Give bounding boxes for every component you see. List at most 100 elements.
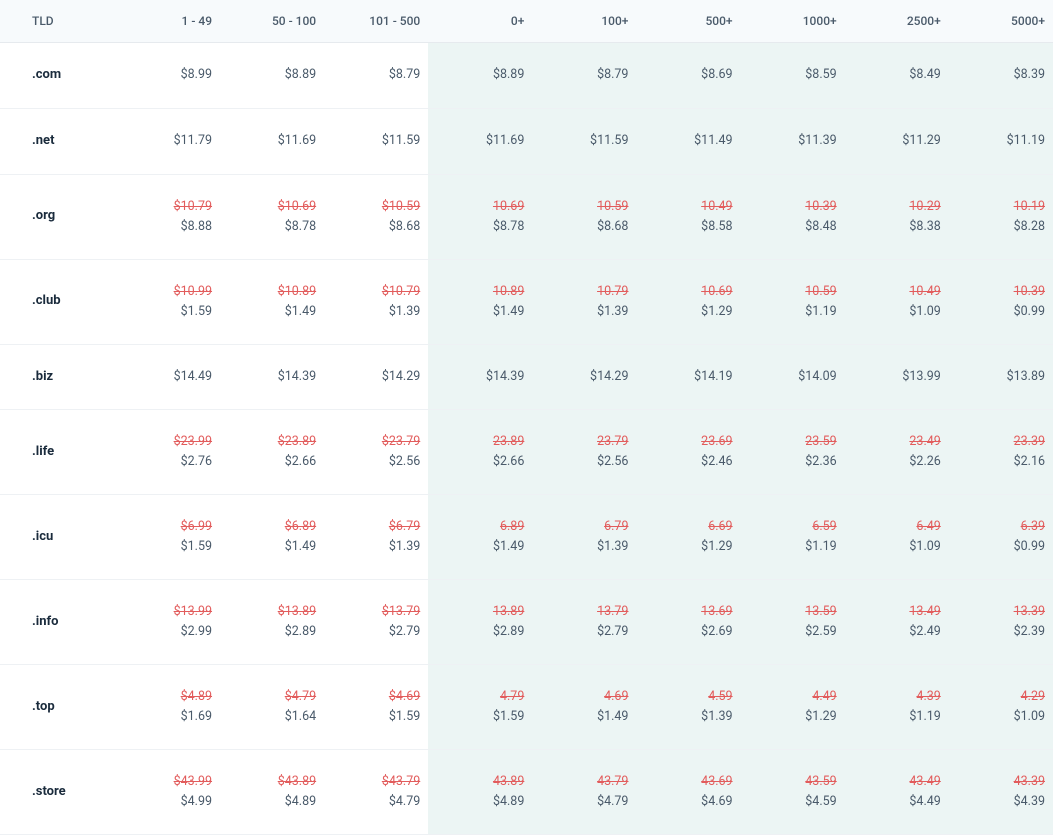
current-price: $2.36 [749, 452, 837, 472]
original-price: 4.39 [853, 687, 941, 707]
current-price: $2.39 [957, 622, 1045, 642]
original-price: $4.89 [124, 687, 212, 707]
original-price: 6.69 [644, 517, 732, 537]
price-cell: $8.89 [220, 43, 324, 109]
price-cell: 6.69$1.29 [636, 495, 740, 580]
current-price: $8.49 [853, 65, 941, 85]
current-price: $4.89 [228, 792, 316, 812]
current-price: $2.26 [853, 452, 941, 472]
original-price: 23.59 [749, 432, 837, 452]
original-price: 23.79 [540, 432, 628, 452]
current-price: $2.79 [540, 622, 628, 642]
current-price: $11.69 [436, 131, 524, 151]
current-price: $14.29 [540, 367, 628, 387]
tld-name: .biz [0, 344, 116, 410]
current-price: $1.09 [853, 537, 941, 557]
price-cell: $11.29 [845, 108, 949, 174]
price-cell: 13.69$2.69 [636, 580, 740, 665]
current-price: $11.39 [749, 131, 837, 151]
original-price: 10.49 [853, 282, 941, 302]
current-price: $1.39 [644, 707, 732, 727]
tld-name: .top [0, 665, 116, 750]
original-price: 10.39 [957, 282, 1045, 302]
current-price: $8.99 [124, 65, 212, 85]
price-cell: 10.69$8.78 [428, 174, 532, 259]
original-price: $10.59 [332, 197, 420, 217]
price-cell: 13.49$2.49 [845, 580, 949, 665]
current-price: $2.56 [540, 452, 628, 472]
current-price: $1.49 [228, 302, 316, 322]
original-price: 4.49 [749, 687, 837, 707]
original-price: $6.79 [332, 517, 420, 537]
current-price: $14.39 [436, 367, 524, 387]
price-cell: $10.99$1.59 [116, 259, 220, 344]
current-price: $4.69 [644, 792, 732, 812]
price-cell: $13.89$2.89 [220, 580, 324, 665]
current-price: $1.39 [332, 302, 420, 322]
current-price: $11.59 [332, 131, 420, 151]
original-price: 43.89 [436, 772, 524, 792]
original-price: $43.79 [332, 772, 420, 792]
current-price: $1.64 [228, 707, 316, 727]
original-price: $43.89 [228, 772, 316, 792]
current-price: $11.79 [124, 131, 212, 151]
current-price: $1.19 [853, 707, 941, 727]
current-price: $4.49 [853, 792, 941, 812]
price-cell: $43.89$4.89 [220, 750, 324, 835]
original-price: $10.79 [124, 197, 212, 217]
original-price: 43.79 [540, 772, 628, 792]
price-cell: $13.99 [845, 344, 949, 410]
current-price: $4.89 [436, 792, 524, 812]
current-price: $2.66 [228, 452, 316, 472]
current-price: $2.89 [436, 622, 524, 642]
price-cell: $8.49 [845, 43, 949, 109]
price-cell: 43.89$4.89 [428, 750, 532, 835]
current-price: $4.99 [124, 792, 212, 812]
price-cell: 43.39$4.39 [949, 750, 1053, 835]
price-cell: $6.99$1.59 [116, 495, 220, 580]
original-price: 10.59 [749, 282, 837, 302]
original-price: 13.89 [436, 602, 524, 622]
price-cell: 43.69$4.69 [636, 750, 740, 835]
current-price: $14.39 [228, 367, 316, 387]
tld-name: .info [0, 580, 116, 665]
original-price: $10.99 [124, 282, 212, 302]
price-cell: $8.59 [741, 43, 845, 109]
price-cell: 43.59$4.59 [741, 750, 845, 835]
original-price: $10.79 [332, 282, 420, 302]
original-price: 6.59 [749, 517, 837, 537]
price-cell: 4.39$1.19 [845, 665, 949, 750]
original-price: 4.79 [436, 687, 524, 707]
current-price: $8.59 [749, 65, 837, 85]
table-row: .club$10.99$1.59$10.89$1.49$10.79$1.3910… [0, 259, 1053, 344]
price-cell: 4.79$1.59 [428, 665, 532, 750]
current-price: $1.29 [644, 537, 732, 557]
current-price: $8.48 [749, 217, 837, 237]
tld-name: .club [0, 259, 116, 344]
current-price: $8.78 [228, 217, 316, 237]
current-price: $11.49 [644, 131, 732, 151]
current-price: $2.66 [436, 452, 524, 472]
current-price: $8.79 [540, 65, 628, 85]
tld-name: .life [0, 410, 116, 495]
price-cell: $10.89$1.49 [220, 259, 324, 344]
current-price: $11.59 [540, 131, 628, 151]
original-price: 10.19 [957, 197, 1045, 217]
price-cell: 23.59$2.36 [741, 410, 845, 495]
price-cell: 4.29$1.09 [949, 665, 1053, 750]
col-header-tier: 101 - 500 [324, 0, 428, 43]
original-price: $13.79 [332, 602, 420, 622]
current-price: $1.59 [124, 302, 212, 322]
price-cell: $11.69 [220, 108, 324, 174]
current-price: $1.09 [853, 302, 941, 322]
current-price: $1.29 [749, 707, 837, 727]
original-price: 6.89 [436, 517, 524, 537]
table-row: .net$11.79$11.69$11.59$11.69$11.59$11.49… [0, 108, 1053, 174]
price-cell: 10.19$8.28 [949, 174, 1053, 259]
original-price: 43.69 [644, 772, 732, 792]
price-cell: 10.59$1.19 [741, 259, 845, 344]
current-price: $2.49 [853, 622, 941, 642]
original-price: $13.99 [124, 602, 212, 622]
original-price: 23.39 [957, 432, 1045, 452]
current-price: $2.89 [228, 622, 316, 642]
